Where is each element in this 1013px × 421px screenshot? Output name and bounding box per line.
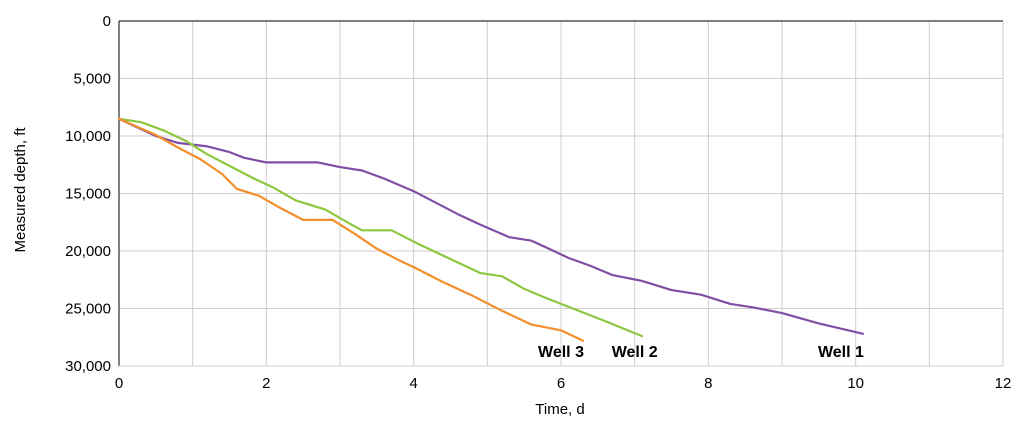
label-well-3: Well 3 <box>538 344 584 361</box>
axes <box>118 20 1003 367</box>
x-axis-title: Time, d <box>535 401 584 418</box>
series-line-well-2 <box>117 117 644 338</box>
y-tick-label: 0 <box>103 13 111 30</box>
x-tick-labels: 0 2 4 6 8 10 12 <box>115 375 1012 392</box>
y-tick-label: 5,000 <box>73 71 111 88</box>
series-line-well-3 <box>117 117 585 342</box>
series-lines <box>117 117 865 342</box>
well-labels: Well 1 Well 2 Well 3 <box>538 344 864 361</box>
series-line-well-1 <box>117 117 865 335</box>
y-tick-label: 15,000 <box>65 186 111 203</box>
y-tick-label: 30,000 <box>65 358 111 375</box>
x-tick-label: 10 <box>847 375 864 392</box>
x-tick-label: 0 <box>115 375 123 392</box>
y-tick-label: 10,000 <box>65 128 111 145</box>
y-axis-title: Measured depth, ft <box>12 127 29 253</box>
x-tick-label: 12 <box>995 375 1012 392</box>
y-tick-labels: 0 5,000 10,000 15,000 20,000 25,000 30,000 <box>65 13 111 375</box>
y-tick-label: 25,000 <box>65 301 111 318</box>
y-tick-label: 20,000 <box>65 243 111 260</box>
label-well-2: Well 2 <box>612 344 658 361</box>
label-well-1: Well 1 <box>818 344 864 361</box>
x-tick-label: 8 <box>704 375 712 392</box>
x-tick-label: 4 <box>409 375 417 392</box>
x-tick-label: 6 <box>557 375 565 392</box>
x-tick-label: 2 <box>262 375 270 392</box>
